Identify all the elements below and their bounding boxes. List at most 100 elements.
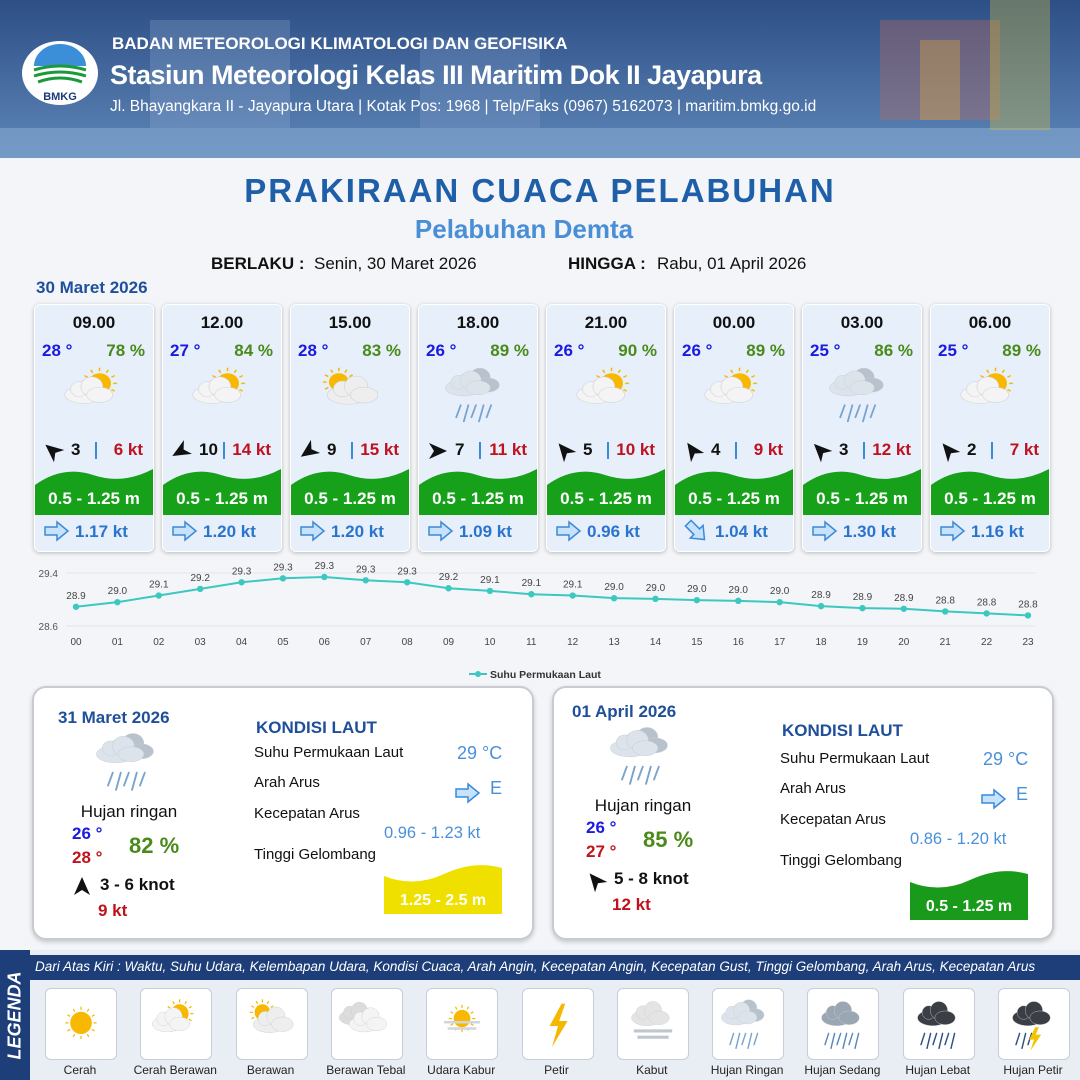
icon-g <box>445 370 491 397</box>
legend-label: Berawan Tebal <box>326 1063 406 1077</box>
current-direction-icon <box>455 782 481 804</box>
legend-icon <box>152 999 194 1033</box>
air-temperature: 26 ° <box>682 341 713 360</box>
icon-g <box>65 1006 97 1040</box>
x-tick-label: 14 <box>650 637 662 648</box>
x-tick-label: 06 <box>319 637 331 648</box>
icon-ellipse <box>350 386 379 404</box>
icon-path <box>419 469 537 515</box>
icon-g <box>829 367 884 423</box>
legend-label: Berawan <box>246 1063 295 1077</box>
sea-title: KONDISI LAUT <box>782 721 903 740</box>
air-temperature: 28 ° <box>298 341 329 360</box>
icon-line <box>1007 388 1012 392</box>
legend-icon-box <box>140 988 213 1060</box>
wind-speed: 2 <box>967 440 977 459</box>
icon-line <box>139 771 146 787</box>
sst-point <box>238 579 245 586</box>
icon-g <box>821 1001 860 1026</box>
separator <box>991 442 993 459</box>
wave-background <box>35 469 153 515</box>
forecast-card: 15.00 28 ° 83 % 9 15 kt 0.5 - 1.25 m 1.20 kt <box>290 304 410 552</box>
forecast-card: 21.00 26 ° 90 % 5 10 kt 0.5 - 1.25 m 0.96 kt <box>546 304 666 552</box>
icon-line <box>478 404 485 423</box>
x-tick-label: 11 <box>526 637 537 648</box>
icon-g <box>338 1001 387 1033</box>
icon-g <box>687 442 705 463</box>
temp-min: 26 ° <box>72 824 103 843</box>
icon-line <box>188 1018 193 1022</box>
current-direction-icon <box>300 520 326 542</box>
icon-path <box>803 469 921 515</box>
icon-line <box>470 1011 474 1014</box>
icon-line <box>123 771 130 787</box>
sst-point <box>486 587 494 595</box>
icon-g <box>455 782 481 804</box>
x-tick-label: 09 <box>443 637 455 648</box>
wind-direction-icon <box>172 440 192 456</box>
data-label: 29.2 <box>439 572 459 583</box>
icon-line <box>470 1023 474 1026</box>
icon-g <box>960 376 1009 404</box>
legend-title: LEGENDA <box>4 971 25 1060</box>
icon-path <box>34 44 86 66</box>
weather-icon <box>960 367 1014 404</box>
separator <box>735 442 737 459</box>
forecast-card: 12.00 27 ° 84 % 10 14 kt 0.5 - 1.25 m 1.20 kt <box>162 304 282 552</box>
humidity: 83 % <box>362 341 401 360</box>
legend-label: Kabut <box>636 1063 668 1077</box>
station-address: Jl. Bhayangkara II - Jayapura Utara | Ko… <box>110 98 817 115</box>
icon-ellipse <box>982 387 1009 403</box>
today-date: 30 Maret 2026 <box>36 278 148 297</box>
x-tick-label: 22 <box>981 637 993 648</box>
weather-icon <box>322 367 379 405</box>
air-temperature: 25 ° <box>938 341 969 360</box>
speed-label: Kecepatan Arus <box>780 811 886 828</box>
wind-speed: 3 <box>839 440 849 459</box>
icon-g <box>940 520 966 542</box>
legend-icon <box>65 1006 97 1040</box>
icon-g <box>152 999 194 1033</box>
air-temperature: 27 ° <box>170 341 201 360</box>
x-tick-label: 12 <box>567 637 579 648</box>
icon-g <box>96 733 154 791</box>
sst-point <box>983 610 990 617</box>
icon-ellipse <box>1029 1010 1051 1025</box>
x-tick-label: 23 <box>1022 637 1034 648</box>
humidity: 89 % <box>1002 341 1041 360</box>
data-label: 29.0 <box>770 586 790 597</box>
current-direction-icon <box>812 520 838 542</box>
icon-g <box>444 1021 481 1030</box>
icon-path <box>687 442 705 463</box>
organization: BADAN METEOROLOGI KLIMATOLOGI DAN GEOFIS… <box>112 34 568 53</box>
icon-line <box>623 388 628 392</box>
valid-to: Rabu, 01 April 2026 <box>657 254 807 273</box>
icon-line <box>735 1032 741 1050</box>
icon-ellipse <box>598 387 625 403</box>
legend-icon <box>549 1003 568 1048</box>
icon-line <box>741 1032 747 1046</box>
legend-label: Hujan Petir <box>1003 1063 1063 1077</box>
icon-path <box>547 469 665 515</box>
icon-line <box>450 1023 454 1026</box>
sst-point <box>196 585 204 593</box>
current-speed: 0.96 kt <box>587 522 640 541</box>
sst-chart: 28.6 29.4 28.9 00 29.0 01 29.1 02 29.2 03 29.3 04 29… <box>39 561 1039 681</box>
x-tick-label: 20 <box>898 637 910 648</box>
forecast-time: 00.00 <box>712 313 756 332</box>
icon-path <box>931 469 1049 515</box>
data-label: 29.1 <box>563 580 583 591</box>
air-temperature: 26 ° <box>554 341 585 360</box>
icon-path <box>45 444 65 463</box>
data-label: 29.0 <box>604 582 624 593</box>
wind-direction-icon <box>942 443 961 463</box>
y-tick-label: 28.6 <box>39 622 59 633</box>
sst-point <box>445 585 452 592</box>
icon-g <box>610 730 659 758</box>
icon-g <box>192 376 241 404</box>
separator <box>863 442 865 459</box>
sst-point <box>693 596 701 604</box>
x-tick-label: 01 <box>112 637 124 648</box>
icon-line <box>621 765 628 781</box>
wave-height: 0.5 - 1.25 m <box>176 489 268 508</box>
